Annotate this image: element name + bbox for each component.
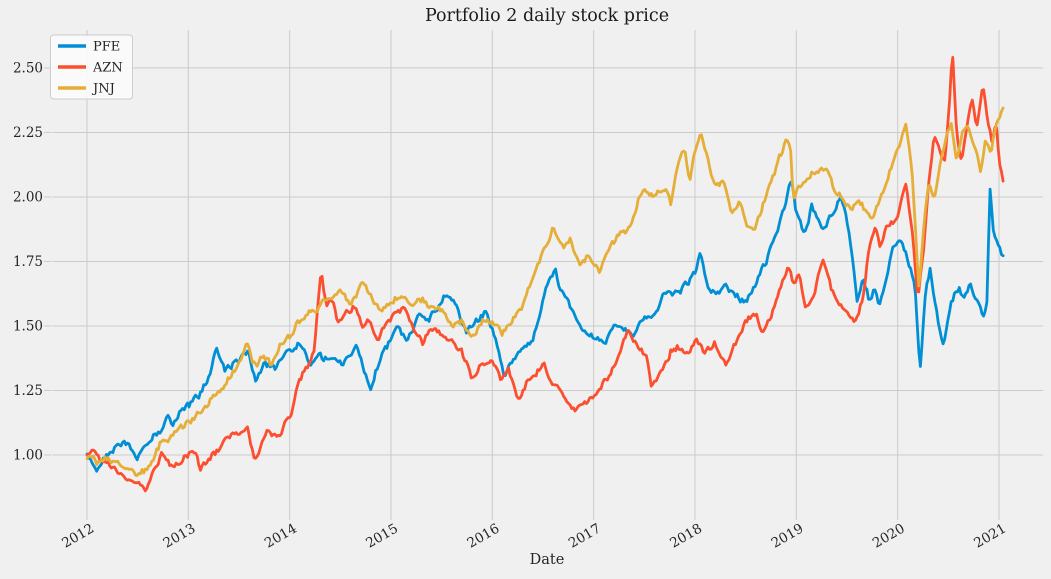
x-axis-label: Date [530, 552, 565, 568]
y-tick-label: 1.50 [13, 318, 43, 334]
y-tick-label: 2.50 [13, 60, 43, 76]
legend-label-pfe: PFE [93, 40, 120, 55]
chart-title: Portfolio 2 daily stock price [425, 6, 669, 26]
legend-label-azn: AZN [92, 61, 123, 76]
y-tick-label: 1.25 [13, 383, 43, 399]
legend-box [50, 34, 133, 100]
series-line-jnj [85, 106, 1005, 477]
y-tick-label: 1.00 [13, 447, 43, 463]
series-line-azn [85, 56, 1005, 493]
legend-label-jnj: JNJ [91, 82, 115, 97]
y-tick-label: 2.00 [13, 189, 43, 205]
y-tick-label: 1.75 [13, 254, 43, 270]
y-tick-label: 2.25 [13, 125, 43, 141]
grid [44, 30, 1043, 520]
series-lines [85, 56, 1005, 493]
legend: PFE AZN JNJ [50, 34, 133, 100]
